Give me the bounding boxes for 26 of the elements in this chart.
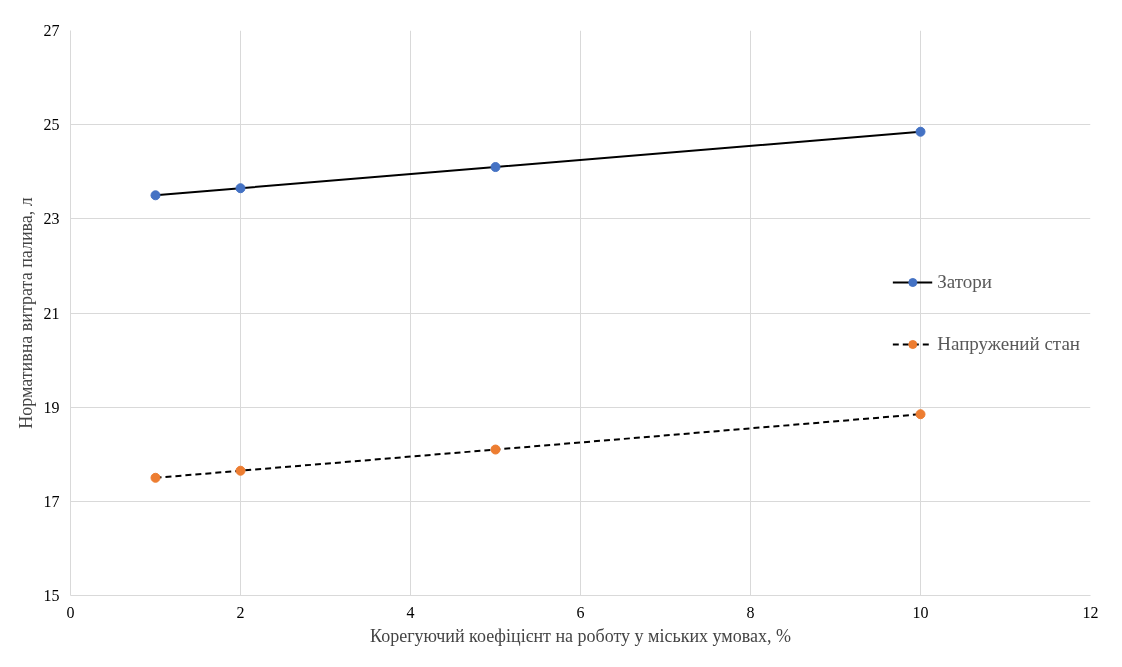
- point: [490, 444, 501, 455]
- y-tick-label: 23: [43, 210, 60, 228]
- y-tick-label: 27: [43, 22, 60, 39]
- point: [915, 126, 926, 137]
- point: [235, 183, 246, 194]
- y-tick-label: 17: [43, 492, 60, 510]
- legend-label: Затори: [937, 270, 992, 293]
- y-axis-title: Нормативна витрата палива, л: [15, 197, 36, 429]
- x-tick-label: 0: [66, 603, 75, 621]
- x-tick-label: 8: [746, 603, 755, 621]
- point: [915, 409, 926, 420]
- x-axis-title: Корегуючий коефіцієнт на роботу у міських умовах, %: [370, 625, 791, 646]
- x-tick-label: 10: [912, 603, 929, 621]
- y-tick-label: 15: [43, 587, 60, 604]
- point: [490, 162, 501, 173]
- x-tick-label: 4: [406, 603, 415, 621]
- x-tick-label: 12: [1082, 603, 1099, 621]
- point: [235, 465, 246, 476]
- x-tick-label: 6: [576, 603, 585, 621]
- y-tick-label: 19: [43, 398, 60, 416]
- legend-label: Напружений стан: [937, 332, 1080, 355]
- y-tick-label: 21: [43, 304, 60, 322]
- x-tick-label: 2: [236, 603, 245, 621]
- point: [150, 472, 161, 483]
- y-tick-label: 25: [43, 116, 60, 134]
- point: [150, 190, 161, 201]
